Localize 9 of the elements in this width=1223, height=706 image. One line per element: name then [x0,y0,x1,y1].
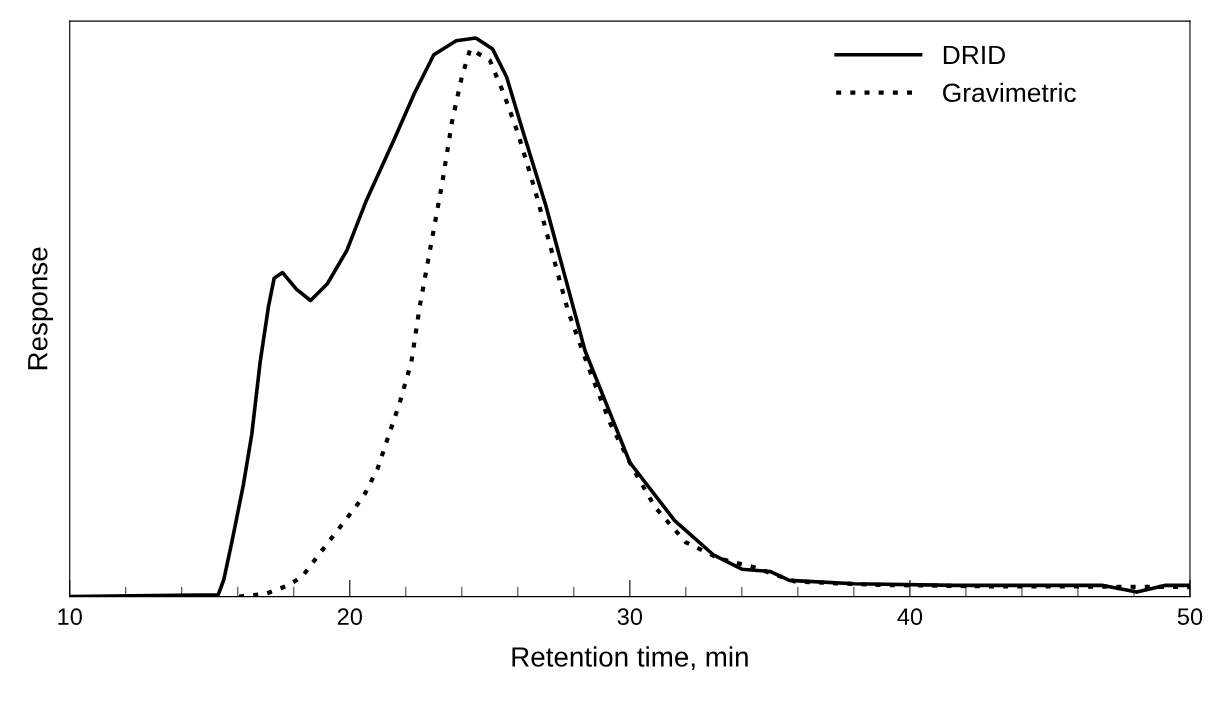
x-tick-label: 50 [1177,608,1203,626]
y-axis-title: Response [28,247,54,370]
legend-label: DRID [943,45,1005,65]
x-tick-label: 20 [337,608,362,626]
x-tick-label: 10 [58,608,82,626]
x-tick-label: 40 [897,608,923,626]
x-tick-label: 30 [617,608,643,626]
x-axis-title: Retention time, min [512,646,748,671]
legend-label: Gravimetric [943,82,1076,103]
